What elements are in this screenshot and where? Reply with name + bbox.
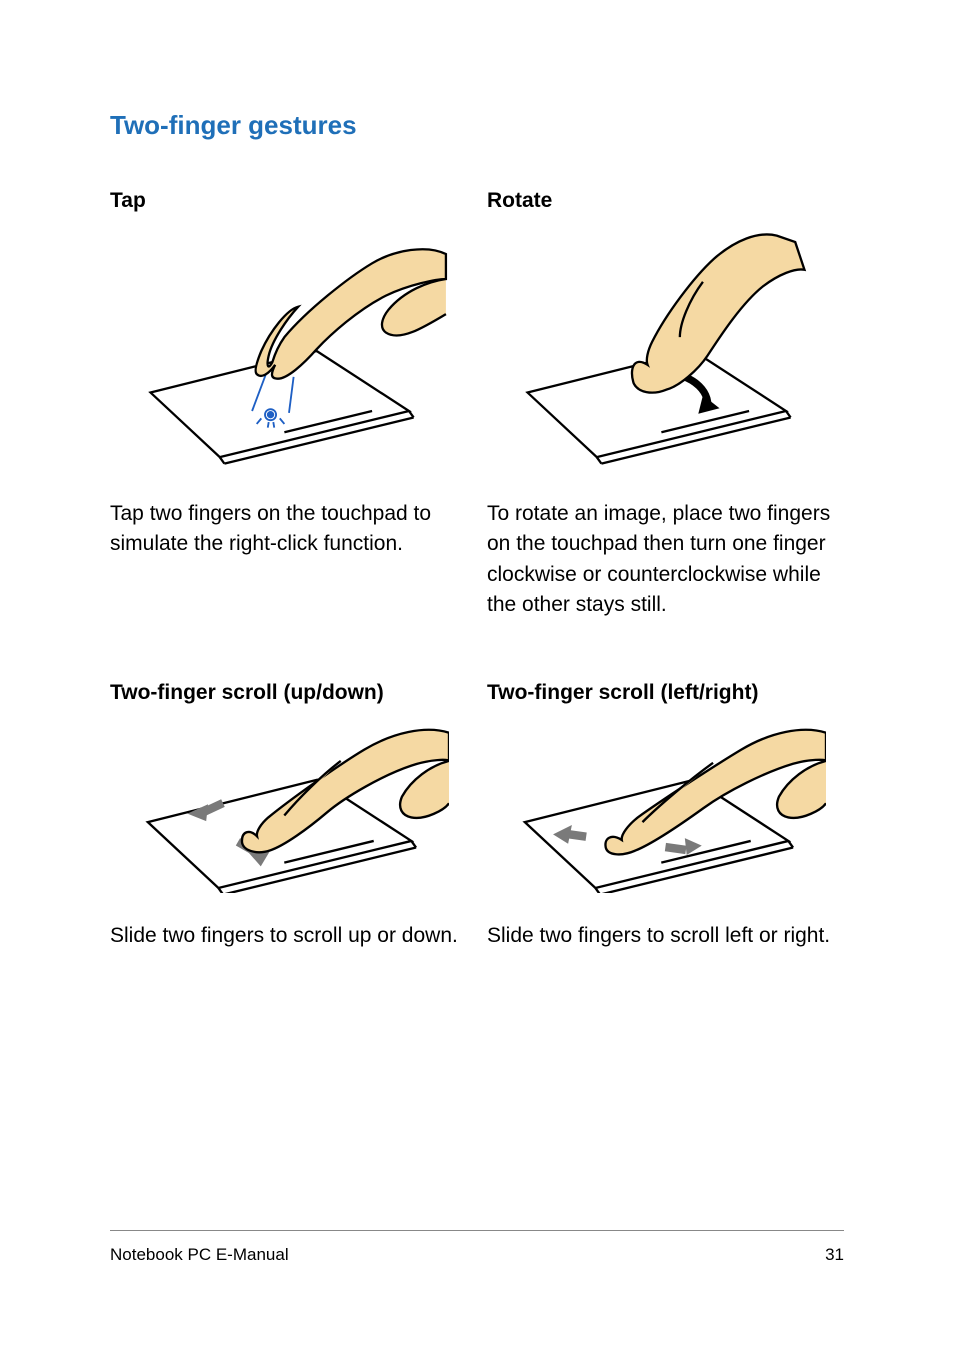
gesture-rotate: Rotate [487, 189, 844, 621]
gesture-grid: Tap [110, 189, 844, 951]
section-title: Two-finger gestures [110, 110, 844, 141]
gesture-description: Slide two fingers to scroll up or down. [110, 921, 467, 951]
page-number: 31 [825, 1245, 844, 1265]
rotate-illustration [487, 231, 844, 471]
gesture-description: To rotate an image, place two fingers on… [487, 499, 844, 621]
gesture-title: Tap [110, 189, 467, 213]
gesture-scroll-horizontal: Two-finger scroll (left/right) [487, 681, 844, 951]
gesture-scroll-vertical: Two-finger scroll (up/down) [110, 681, 467, 951]
gesture-tap: Tap [110, 189, 467, 621]
scroll-leftright-illustration [487, 723, 844, 893]
footer-text: Notebook PC E-Manual [110, 1245, 289, 1265]
gesture-title: Two-finger scroll (left/right) [487, 681, 844, 705]
gesture-title: Rotate [487, 189, 844, 213]
gesture-description: Tap two fingers on the touchpad to simul… [110, 499, 467, 560]
gesture-description: Slide two fingers to scroll left or righ… [487, 921, 844, 951]
scroll-updown-illustration [110, 723, 467, 893]
tap-illustration [110, 231, 467, 471]
page-content: Two-finger gestures Tap [0, 0, 954, 951]
page-footer: Notebook PC E-Manual 31 [110, 1230, 844, 1265]
gesture-title: Two-finger scroll (up/down) [110, 681, 467, 705]
